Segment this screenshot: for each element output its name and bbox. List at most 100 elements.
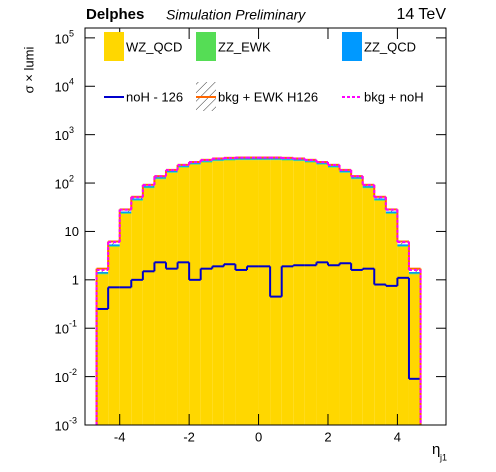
stack-bar (212, 160, 224, 162)
y-tick-exponent: -1 (69, 319, 77, 329)
y-tick-label: 10 (55, 31, 69, 46)
stack-bar (177, 165, 190, 167)
stack-bar (235, 159, 247, 161)
stack-bar (235, 158, 247, 160)
stack-bar (339, 172, 352, 425)
stack-bar (177, 166, 190, 168)
legend-label: ZZ_EWK (218, 39, 271, 54)
stack-bar (154, 179, 166, 425)
stack-bar (258, 158, 271, 160)
stack-bar (397, 246, 409, 247)
stack-bar (316, 163, 328, 165)
stack-bar (108, 244, 120, 247)
legend-label: bkg + EWK H126 (218, 89, 318, 104)
y-tick-label: 10 (55, 322, 69, 337)
stack-bar (165, 172, 178, 173)
y-tick-exponent: 2 (69, 173, 74, 183)
stack-bar (304, 160, 317, 162)
x-axis-label: η (432, 441, 440, 458)
y-tick-label: 1 (72, 272, 79, 287)
stack-bar (362, 188, 375, 425)
stack-bar (304, 162, 317, 426)
energy-label: 14 TeV (396, 6, 446, 23)
y-tick-exponent: 5 (69, 28, 74, 38)
legend-label: bkg + noH (364, 89, 424, 104)
stack-bar (223, 160, 236, 425)
y-tick-exponent: -2 (69, 367, 77, 377)
plot-area (95, 156, 422, 426)
stack-bar (304, 161, 317, 163)
stack-bar (212, 161, 224, 425)
stack-bar (385, 213, 398, 214)
stack-bar (397, 246, 409, 425)
stack-bar (258, 160, 271, 425)
y-axis-label: σ × lumi (21, 47, 36, 94)
y-tick-exponent: 4 (69, 77, 74, 87)
stack-bar (327, 167, 340, 425)
stack-bar (246, 160, 259, 425)
y-tick-label: 10 (55, 418, 69, 433)
stack-bar (281, 160, 294, 425)
stack-bar (108, 246, 120, 247)
stack-bar (189, 163, 201, 165)
stack-bar (258, 159, 271, 161)
stack-bar (119, 213, 132, 425)
y-tick-label: 10 (55, 176, 69, 191)
stack-bar (223, 159, 236, 161)
y-tick-exponent: -3 (69, 415, 77, 425)
stack-bar (96, 273, 109, 275)
y-tick-exponent: 3 (69, 125, 74, 135)
stack-bar (293, 160, 305, 162)
stack-bar (177, 167, 190, 425)
x-tick-label: -4 (114, 429, 126, 444)
stack-bar (246, 158, 259, 160)
stack-bar (96, 272, 109, 274)
x-tick-label: 0 (255, 429, 262, 444)
stack-bar (154, 178, 166, 180)
stack-bar (270, 158, 282, 160)
stack-bar (351, 179, 363, 425)
stack-bar (270, 160, 282, 425)
stack-bar (351, 177, 363, 179)
stack-bar (119, 213, 132, 214)
stack-bar (374, 200, 386, 425)
stack-bar (408, 273, 421, 275)
stack-bar (293, 161, 305, 425)
legend-swatch (104, 32, 124, 61)
stack-bar (200, 160, 213, 162)
y-tick-label: 10 (55, 370, 69, 385)
stack-bar (397, 244, 409, 247)
stack-bar (212, 159, 224, 161)
stack-bar (385, 213, 398, 425)
stack-bar (200, 162, 213, 426)
stack-bar (108, 246, 120, 425)
legend-swatch (196, 32, 216, 61)
stack-bar (374, 199, 386, 201)
legend-label: ZZ_QCD (364, 39, 416, 54)
y-tick-label: 10 (55, 80, 69, 95)
stack-bar (189, 164, 201, 426)
x-tick-label: 4 (394, 429, 401, 444)
stack-bar (339, 170, 352, 173)
stack-bar (142, 187, 155, 189)
stack-bar (131, 198, 143, 200)
subtitle: Simulation Preliminary (166, 7, 306, 23)
stack-bar (96, 274, 109, 425)
stack-bar (327, 165, 340, 167)
stack-bar (189, 162, 201, 164)
stack-bar (408, 274, 421, 425)
stack-bar (316, 164, 328, 426)
stack-bar (281, 158, 294, 160)
stack-bar (165, 172, 178, 425)
stack-bar (200, 161, 213, 163)
y-tick-label: 10 (65, 224, 79, 239)
stack-bar (316, 162, 328, 164)
stack-bar (327, 166, 340, 168)
x-tick-label: 2 (324, 429, 331, 444)
x-tick-label: -2 (183, 429, 195, 444)
stack-bar (270, 159, 282, 161)
stack-bar (374, 198, 386, 200)
frame (84, 27, 447, 426)
stack-bar (165, 170, 178, 173)
